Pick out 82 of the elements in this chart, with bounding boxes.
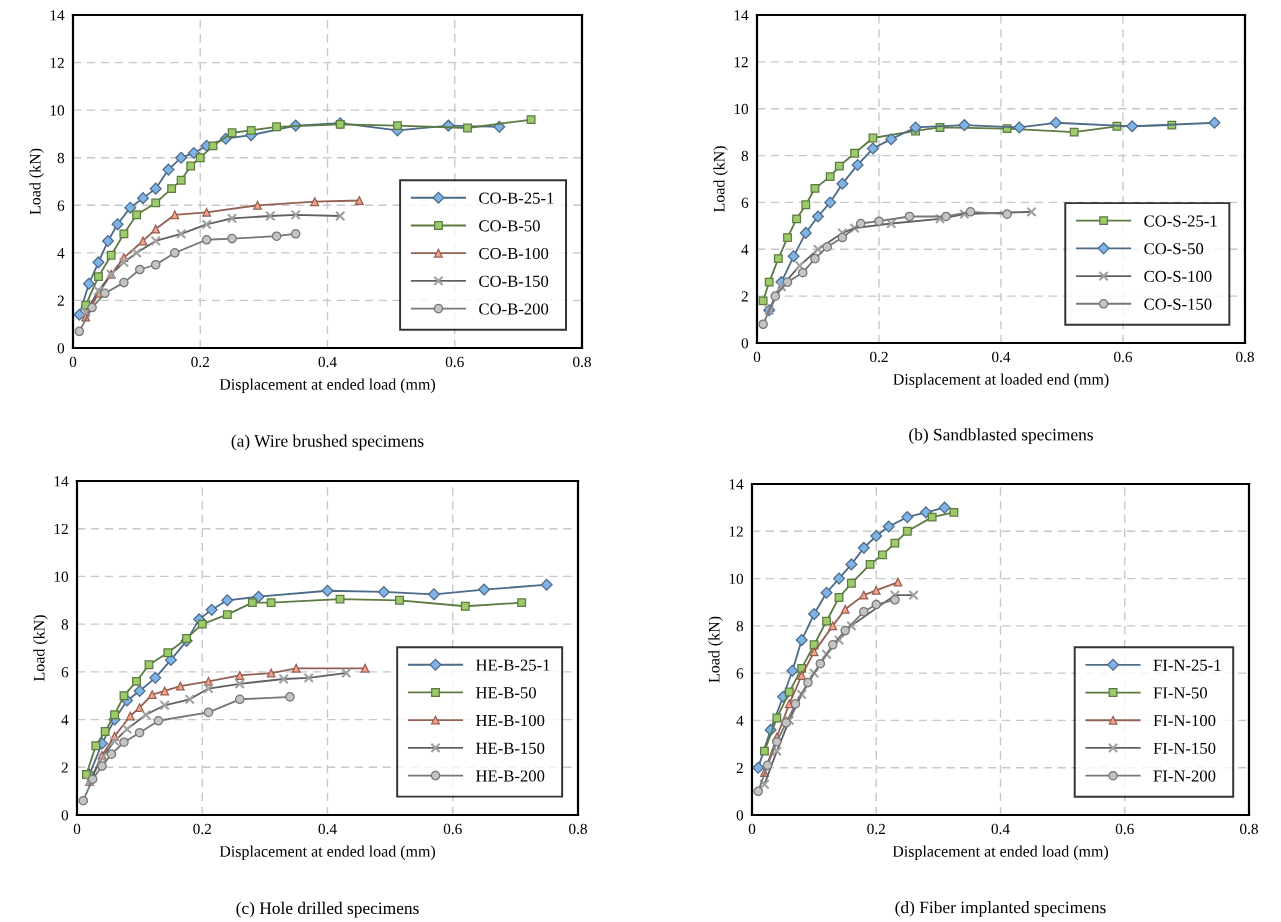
y-tick-label: 10 bbox=[50, 105, 65, 116]
legend-label: CO-B-200 bbox=[479, 303, 549, 315]
y-tick-label: 2 bbox=[741, 291, 748, 302]
y-tick-label: 4 bbox=[736, 715, 744, 726]
x-tick-label: 0.6 bbox=[1114, 351, 1133, 363]
legend-label: CO-S-25-1 bbox=[1144, 215, 1217, 227]
y-tick-label: 0 bbox=[736, 810, 744, 821]
legend-label: FI-N-50 bbox=[1153, 687, 1208, 699]
y-axis-title: Load (kN) bbox=[29, 148, 44, 215]
x-tick-label: 0.2 bbox=[193, 823, 211, 835]
y-tick-label: 14 bbox=[50, 10, 65, 21]
y-tick-label: 6 bbox=[57, 200, 65, 211]
x-tick-label: 0 bbox=[69, 356, 77, 368]
x-axis-title: Displacement at ended load (mm) bbox=[219, 378, 436, 394]
x-axis-title: Displacement at ended load (mm) bbox=[219, 845, 436, 861]
y-axis-title: Load (kN) bbox=[708, 616, 723, 683]
legend-label: CO-B-100 bbox=[479, 247, 549, 260]
text: (a) Wire brushed specimens bbox=[231, 434, 424, 451]
y-axis-title: Load (kN) bbox=[713, 146, 728, 213]
y-tick-label: 14 bbox=[54, 476, 69, 487]
legend-label: CO-B-25-1 bbox=[479, 192, 554, 204]
x-tick-label: 0.4 bbox=[318, 823, 337, 835]
y-tick-label: 10 bbox=[734, 103, 749, 115]
y-axis-title: Load (kN) bbox=[33, 615, 48, 682]
x-tick-label: 0.2 bbox=[870, 351, 888, 363]
x-tick-label: 0.8 bbox=[569, 823, 587, 835]
legend-label: CO-S-150 bbox=[1144, 298, 1212, 310]
y-tick-label: 10 bbox=[54, 571, 69, 582]
x-tick-label: 0.8 bbox=[573, 356, 591, 368]
y-tick-label: 6 bbox=[741, 197, 749, 208]
legend-label: CO-S-50 bbox=[1144, 243, 1204, 255]
legend-label: HE-B-200 bbox=[475, 770, 545, 782]
x-tick-label: 0.6 bbox=[443, 823, 462, 835]
legend-label: CO-B-150 bbox=[479, 275, 549, 287]
legend-label: FI-N-150 bbox=[1153, 742, 1216, 754]
legend-label: FI-N-200 bbox=[1153, 770, 1216, 782]
y-tick-label: 14 bbox=[734, 10, 749, 21]
y-tick-label: 6 bbox=[736, 668, 744, 679]
y-tick-label: 0 bbox=[57, 343, 65, 354]
y-tick-label: 6 bbox=[61, 667, 69, 678]
y-tick-label: 8 bbox=[741, 150, 749, 162]
y-tick-label: 12 bbox=[54, 523, 68, 535]
x-tick-label: 0.4 bbox=[991, 823, 1010, 835]
x-tick-label: 0 bbox=[753, 351, 761, 363]
y-tick-label: 8 bbox=[57, 152, 65, 164]
y-tick-label: 12 bbox=[734, 57, 748, 68]
text: (c) Hole drilled specimens bbox=[236, 901, 419, 918]
x-tick-label: 0.2 bbox=[191, 356, 209, 368]
legend-label: HE-B-100 bbox=[475, 714, 545, 727]
text: (d) Fiber implanted specimens bbox=[895, 901, 1106, 917]
y-tick-label: 4 bbox=[741, 244, 749, 255]
y-tick-label: 2 bbox=[61, 762, 68, 773]
legend-label: CO-S-100 bbox=[1144, 270, 1212, 283]
x-tick-label: 0.8 bbox=[1240, 823, 1258, 835]
x-axis-title: Displacement at ended load (mm) bbox=[892, 845, 1109, 861]
y-tick-label: 8 bbox=[61, 619, 69, 630]
legend-label: HE-B-50 bbox=[475, 687, 536, 699]
x-axis-title: Displacement at loaded end (mm) bbox=[893, 373, 1109, 389]
y-tick-label: 4 bbox=[61, 714, 69, 725]
legend-label: FI-N-25-1 bbox=[1153, 659, 1221, 671]
legend-label: FI-N-100 bbox=[1153, 715, 1216, 727]
y-tick-label: 0 bbox=[61, 810, 69, 821]
legend-label: CO-B-50 bbox=[479, 220, 540, 232]
y-tick-label: 2 bbox=[736, 762, 743, 774]
x-tick-label: 0.4 bbox=[992, 351, 1011, 363]
x-tick-label: 0.6 bbox=[1115, 823, 1134, 835]
x-tick-label: 0 bbox=[73, 823, 81, 835]
x-tick-label: 0.6 bbox=[445, 356, 464, 368]
y-tick-label: 4 bbox=[57, 248, 65, 259]
x-tick-label: 0.8 bbox=[1236, 351, 1254, 363]
y-tick-label: 0 bbox=[741, 338, 749, 349]
y-tick-label: 12 bbox=[50, 57, 64, 68]
y-tick-label: 12 bbox=[729, 526, 743, 537]
y-tick-label: 8 bbox=[736, 621, 744, 632]
legend-label: HE-B-150 bbox=[475, 742, 545, 754]
y-tick-label: 10 bbox=[729, 573, 744, 585]
legend-label: HE-B-25-1 bbox=[475, 659, 550, 671]
x-tick-label: 0.2 bbox=[867, 823, 885, 835]
y-tick-label: 2 bbox=[57, 295, 64, 306]
x-tick-label: 0.4 bbox=[318, 356, 337, 368]
text: (b) Sandblasted specimens bbox=[909, 428, 1093, 445]
y-tick-label: 14 bbox=[729, 479, 744, 490]
